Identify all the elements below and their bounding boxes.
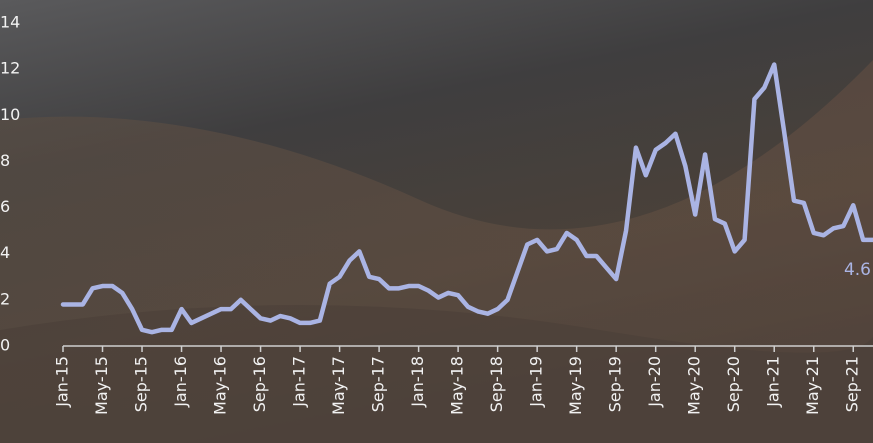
y-tick-label: 2 — [0, 289, 10, 308]
x-tick-label: Sep-16 — [250, 356, 269, 412]
page: {"chart_data": {"type": "line", "categor… — [0, 0, 873, 443]
x-tick-label: May-20 — [685, 356, 704, 415]
x-tick-label: Sep-17 — [369, 356, 388, 412]
x-tick-label: Sep-21 — [843, 356, 862, 412]
y-tick-label: 14 — [0, 13, 20, 32]
x-tick-label: Jan-15 — [53, 356, 72, 408]
x-tick-label: Jan-20 — [645, 356, 664, 408]
chart: 0 2 4 6 8 10 12 14 Jan-15 May-15 Sep-15 Jan-16 May-1… — [0, 0, 873, 443]
x-tick-label: Sep-20 — [724, 356, 743, 412]
x-tick-label: Sep-18 — [487, 356, 506, 412]
x-tick-label: Jan-19 — [527, 356, 546, 408]
x-tick-label: May-21 — [803, 356, 822, 415]
x-tick-label: May-19 — [566, 356, 585, 415]
y-tick-label: 6 — [0, 197, 10, 216]
x-tick-label: May-16 — [211, 356, 230, 415]
y-tick-label: 12 — [0, 59, 20, 78]
y-tick-label: 0 — [0, 336, 10, 355]
x-tick-label: Jan-18 — [408, 356, 427, 408]
x-tick-label: Sep-19 — [606, 356, 625, 412]
data-label: 4.6 — [844, 260, 871, 280]
x-tick-label: May-17 — [329, 356, 348, 415]
x-tick-label: Jan-21 — [764, 356, 783, 408]
y-tick-label: 8 — [0, 151, 10, 170]
x-tick-label: Jan-16 — [171, 356, 190, 408]
y-tick-label: 4 — [0, 243, 10, 262]
x-tick-label: May-18 — [448, 356, 467, 415]
x-tick-label: Sep-15 — [132, 356, 151, 412]
x-tick-label: Jan-17 — [290, 356, 309, 408]
y-tick-label: 10 — [0, 105, 20, 124]
x-tick-label: May-15 — [92, 356, 111, 415]
